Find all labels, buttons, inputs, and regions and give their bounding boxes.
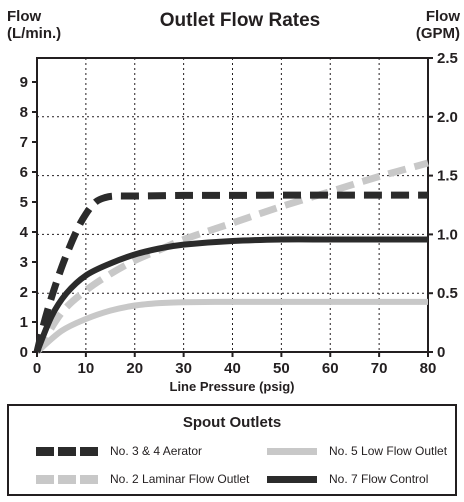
legend-label-flow-control: No. 7 Flow Control [329,472,429,486]
right-axis-label-line2: (GPM) [416,25,460,42]
legend-item-flow-control: No. 7 Flow Control [267,472,428,486]
left-axis-label-line1: Flow [7,8,41,25]
left-tick-label: 7 [20,134,28,151]
legend-label-laminar: No. 2 Laminar Flow Outlet [110,472,250,486]
legend-swatch-low-flow [267,447,317,455]
legend: Spout Outlets No. 3 & 4 Aerator No. 5 Lo… [7,404,457,496]
left-tick-label: 6 [20,164,28,181]
legend-item-laminar: No. 2 Laminar Flow Outlet [36,472,249,486]
series-line-no-7-flow-control [34,236,428,354]
left-tick-label: 1 [20,314,28,331]
left-tick-label: 0 [20,344,28,361]
ticks-layer: 0 10 20 30 40 50 60 70 80012345678900.51.01.52.0… [20,50,458,377]
left-tick-label: 3 [20,254,28,271]
legend-label-low-flow: No. 5 Low Flow Outlet [329,444,448,458]
right-tick-label: 2.5 [437,50,458,67]
legend-swatch-laminar [36,474,98,484]
x-tick-label: 80 [420,360,437,377]
legend-item-aerator: No. 3 & 4 Aerator [36,444,202,458]
x-tick-label: 50 [273,360,290,377]
legend-swatch-aerator [36,446,98,456]
legend-swatch-flow-control [267,475,317,483]
right-tick-label: 2.0 [437,109,458,126]
x-tick-label: 30 [175,360,192,377]
right-tick-label: 0.5 [437,285,458,302]
x-tick-label: 0 [33,360,41,377]
x-tick-label: 10 [78,360,95,377]
legend-title: Spout Outlets [182,414,282,431]
series-line-no-5-low-flow-outlet [35,298,428,355]
right-tick-label: 0 [437,344,445,361]
x-tick-label: 20 [126,360,143,377]
right-axis-label-line1: Flow [426,8,460,25]
gridlines [37,58,428,352]
right-tick-label: 1.5 [437,168,458,185]
chart: 0 10 20 30 40 50 60 70 80012345678900.51.01.52.0… [7,8,460,394]
left-tick-label: 4 [20,224,29,241]
legend-label-aerator: No. 3 & 4 Aerator [110,444,203,458]
left-axis-label-line2: (L/min.) [7,25,61,42]
left-tick-label: 5 [20,194,28,211]
x-tick-label: 40 [224,360,241,377]
series-layer [33,159,429,355]
chart-title: Outlet Flow Rates [160,10,320,31]
x-tick-label: 70 [371,360,388,377]
x-axis-label: Line Pressure (psig) [170,379,295,394]
left-tick-label: 2 [20,284,28,301]
right-tick-label: 1.0 [437,226,458,243]
x-tick-label: 60 [322,360,339,377]
left-tick-label: 8 [20,104,28,121]
left-tick-label: 9 [20,74,28,91]
legend-item-low-flow: No. 5 Low Flow Outlet [267,444,447,458]
series-line-no-3-4-aerator [33,191,428,353]
